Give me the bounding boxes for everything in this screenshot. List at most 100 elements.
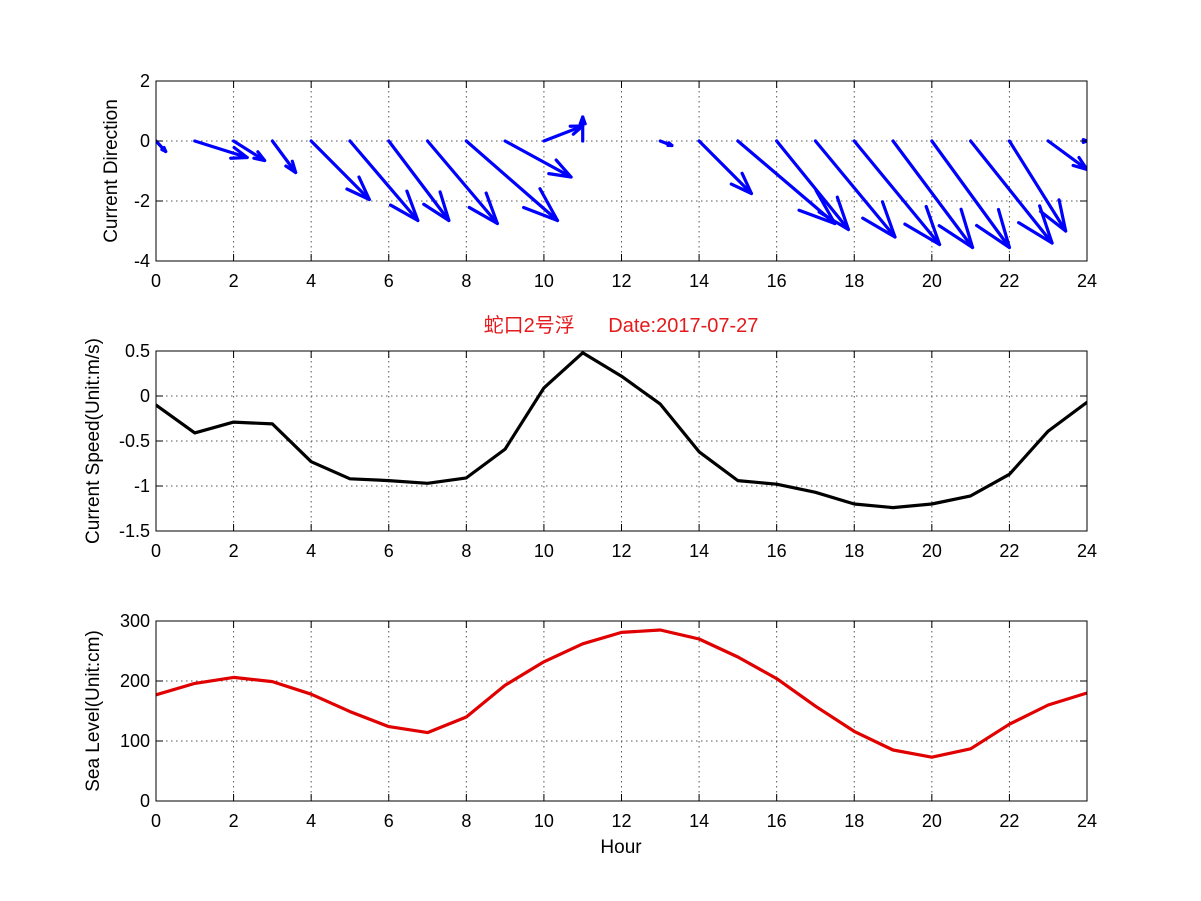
arrow-head xyxy=(160,145,168,154)
x-tick-label: 12 xyxy=(611,541,631,561)
arrow-shaft xyxy=(464,139,560,223)
x-tick-label: 4 xyxy=(306,271,316,291)
x-tick-label: 6 xyxy=(384,811,394,831)
sea-level-ylabel: Sea Level(Unit:cm) xyxy=(83,630,104,792)
current-direction-panel: 0 2 4 6 8 10 12 14 16 18 20 22 24-4-202 Current Dire… xyxy=(101,71,1097,291)
current-speed-grid xyxy=(156,351,1087,531)
arrow-shaft xyxy=(775,139,851,232)
y-tick-label: 2 xyxy=(140,71,150,91)
arrow-head xyxy=(522,187,560,223)
current-direction-arrows xyxy=(156,115,1087,250)
direction-arrow xyxy=(387,139,451,223)
x-tick-label: 0 xyxy=(151,811,161,831)
arrow-head xyxy=(797,188,837,226)
arrow-head xyxy=(903,204,942,247)
direction-arrow xyxy=(930,139,1012,250)
arrow-head xyxy=(1038,198,1068,233)
direction-arrow xyxy=(270,139,298,175)
arrow-shaft xyxy=(425,139,499,226)
arrow-shaft xyxy=(542,124,585,143)
direction-arrow xyxy=(156,139,168,154)
x-tick-label: 10 xyxy=(534,811,554,831)
x-tick-label: 16 xyxy=(767,541,787,561)
arrow-head xyxy=(1017,204,1054,245)
arrow-head xyxy=(974,207,1012,250)
arrow-head xyxy=(467,191,499,226)
y-tick-label: -0.5 xyxy=(119,431,150,451)
title-station: 蛇口2号浮 xyxy=(484,314,575,337)
arrow-shaft xyxy=(1007,139,1068,233)
y-tick-label: 100 xyxy=(120,731,150,751)
x-tick-label: 0 xyxy=(151,271,161,291)
x-tick-label: 18 xyxy=(844,271,864,291)
x-tick-label: 4 xyxy=(306,811,316,831)
x-tick-label: 18 xyxy=(844,811,864,831)
y-tick-label: -4 xyxy=(134,251,150,271)
y-tick-label: 0 xyxy=(140,386,150,406)
y-tick-label: 300 xyxy=(120,611,150,631)
y-tick-label: -1.5 xyxy=(119,521,150,541)
x-tick-label: 10 xyxy=(534,271,554,291)
direction-arrow xyxy=(813,139,897,239)
x-tick-label: 14 xyxy=(689,541,709,561)
arrow-head xyxy=(666,141,674,148)
direction-arrow xyxy=(775,139,851,232)
x-tick-label: 20 xyxy=(922,541,942,561)
x-tick-label: 14 xyxy=(689,811,709,831)
current-speed-ticks: 0 2 4 6 8 10 12 14 16 18 20 22 24-1.5-1-0.500.5 xyxy=(119,341,1097,561)
arrow-shaft xyxy=(309,139,371,202)
y-tick-label: -2 xyxy=(134,191,150,211)
x-tick-label: 2 xyxy=(229,271,239,291)
direction-arrow xyxy=(231,139,267,163)
arrow-head xyxy=(861,200,897,239)
direction-arrow xyxy=(697,139,754,196)
sea-level-series xyxy=(156,628,1087,759)
arrow-head xyxy=(547,158,573,179)
arrow-shaft xyxy=(930,139,1012,250)
x-tick-label: 12 xyxy=(611,271,631,291)
x-tick-label: 20 xyxy=(922,811,942,831)
arrow-head xyxy=(937,207,975,250)
x-tick-label: 8 xyxy=(461,541,471,561)
arrow-shaft xyxy=(736,139,837,226)
direction-arrow xyxy=(736,139,837,226)
direction-arrow xyxy=(309,139,371,202)
current-speed-panel: 蛇口2号浮 Date:2017-07-27 0 2 4 6 8 10 12 14 16 18 20 2… xyxy=(83,314,1097,561)
y-tick-label: 0 xyxy=(140,131,150,151)
arrow-shaft xyxy=(697,139,754,196)
arrow-head xyxy=(422,190,451,223)
direction-arrow xyxy=(852,139,942,247)
arrow-shaft xyxy=(969,139,1054,245)
direction-arrow xyxy=(1046,139,1087,172)
direction-arrow xyxy=(969,139,1054,245)
x-tick-label: 2 xyxy=(229,541,239,561)
arrow-shaft xyxy=(852,139,942,247)
x-tick-label: 6 xyxy=(384,271,394,291)
x-tick-label: 0 xyxy=(151,541,161,561)
x-tick-label: 22 xyxy=(999,541,1019,561)
arrow-head xyxy=(345,175,371,202)
x-tick-label: 8 xyxy=(461,811,471,831)
sea-level-line xyxy=(156,628,1087,759)
arrow-head xyxy=(729,171,754,196)
direction-arrow xyxy=(891,139,975,250)
x-tick-label: 22 xyxy=(999,271,1019,291)
arrow-head xyxy=(1071,155,1087,172)
chart-title: 蛇口2号浮 Date:2017-07-27 xyxy=(484,314,759,337)
x-tick-label: 16 xyxy=(767,271,787,291)
current-speed-series xyxy=(156,351,1087,510)
title-date: Date:2017-07-27 xyxy=(608,315,758,337)
x-tick-label: 16 xyxy=(767,811,787,831)
direction-arrow xyxy=(578,115,587,143)
x-tick-label: 4 xyxy=(306,541,316,561)
arrow-shaft xyxy=(1046,139,1087,172)
sea-level-grid xyxy=(156,621,1087,801)
direction-arrow xyxy=(658,139,674,148)
direction-arrow xyxy=(348,139,420,223)
direction-arrow xyxy=(193,139,249,160)
y-tick-label: 0 xyxy=(140,791,150,811)
x-tick-label: 10 xyxy=(534,541,554,561)
